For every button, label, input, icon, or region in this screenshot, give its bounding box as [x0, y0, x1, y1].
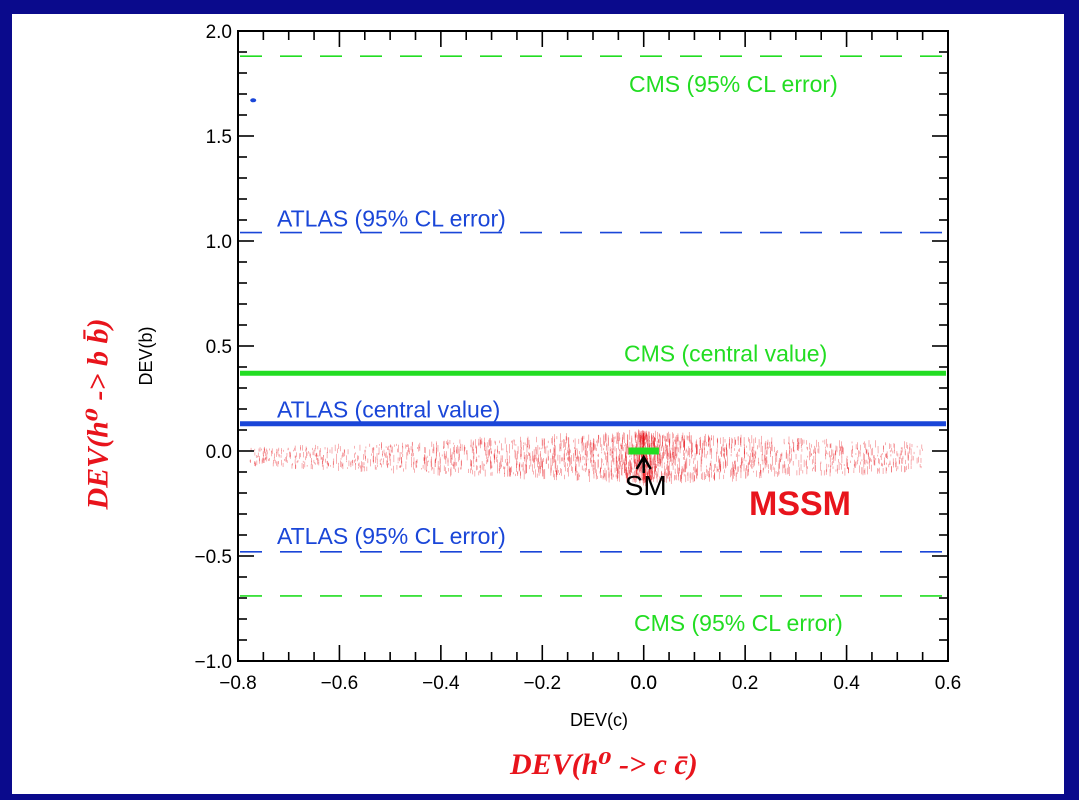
reference-line-label: CMS (95% CL error) [634, 610, 843, 636]
reference-line-label: ATLAS (95% CL error) [277, 206, 506, 232]
y-tick-label: −0.5 [194, 547, 232, 568]
chart-frame: −0.8 −0.6 −0.4 −0.2 0.0 0.0 0.2 0.4 0.6 2.0 1.5 1.0… [12, 14, 1064, 794]
x-tick-label: 0.0 [631, 673, 657, 694]
x-tick-label: 0.4 [833, 673, 860, 694]
y-axis-title: DEV(b) [136, 326, 156, 385]
x-tick-label: −0.2 [524, 673, 562, 694]
sm-label: SM [625, 470, 667, 501]
reference-line-label: CMS (95% CL error) [629, 71, 838, 97]
x-tick-label: 0.0 [631, 673, 657, 694]
sm-arrow [635, 454, 652, 473]
x-tick-label: 0.2 [732, 673, 758, 694]
y-tick-label: 1.0 [206, 232, 232, 253]
x-tick-label: −0.4 [422, 673, 460, 694]
reference-line-label: CMS (central value) [624, 340, 827, 366]
mssm-scatter-points [249, 429, 923, 487]
big-x-axis-title: DEV(h⁰ -> c c̄) [510, 748, 698, 781]
y-tick-label: 2.0 [206, 22, 232, 43]
plot-axes: −0.8 −0.6 −0.4 −0.2 0.0 0.0 0.2 0.4 0.6 2.0 1.5 1.0… [136, 22, 961, 730]
reference-line-label: ATLAS (central value) [277, 397, 500, 423]
scatter-chart: −0.8 −0.6 −0.4 −0.2 0.0 0.0 0.2 0.4 0.6 2.0 1.5 1.0… [136, 22, 961, 730]
x-tick-label: −0.6 [321, 673, 359, 694]
mssm-label: MSSM [749, 485, 851, 523]
x-tick-label: 0.6 [935, 673, 961, 694]
plot-border [237, 30, 949, 662]
annotations: CMS (95% CL error) ATLAS (95% CL error) CM… [250, 71, 851, 636]
outlier-point [250, 98, 257, 103]
x-tick-label: −0.8 [219, 673, 257, 694]
y-tick-label: −1.0 [194, 652, 232, 673]
reference-line-label: ATLAS (95% CL error) [277, 523, 506, 549]
big-y-axis-title-text: DEV(h⁰ -> b b̄) [81, 318, 115, 510]
y-tick-label: 1.5 [206, 127, 232, 148]
y-tick-label: 0.0 [206, 442, 232, 463]
y-tick-label: 0.5 [206, 337, 232, 358]
x-axis-title: DEV(c) [570, 710, 628, 730]
reference-lines [240, 55, 946, 597]
